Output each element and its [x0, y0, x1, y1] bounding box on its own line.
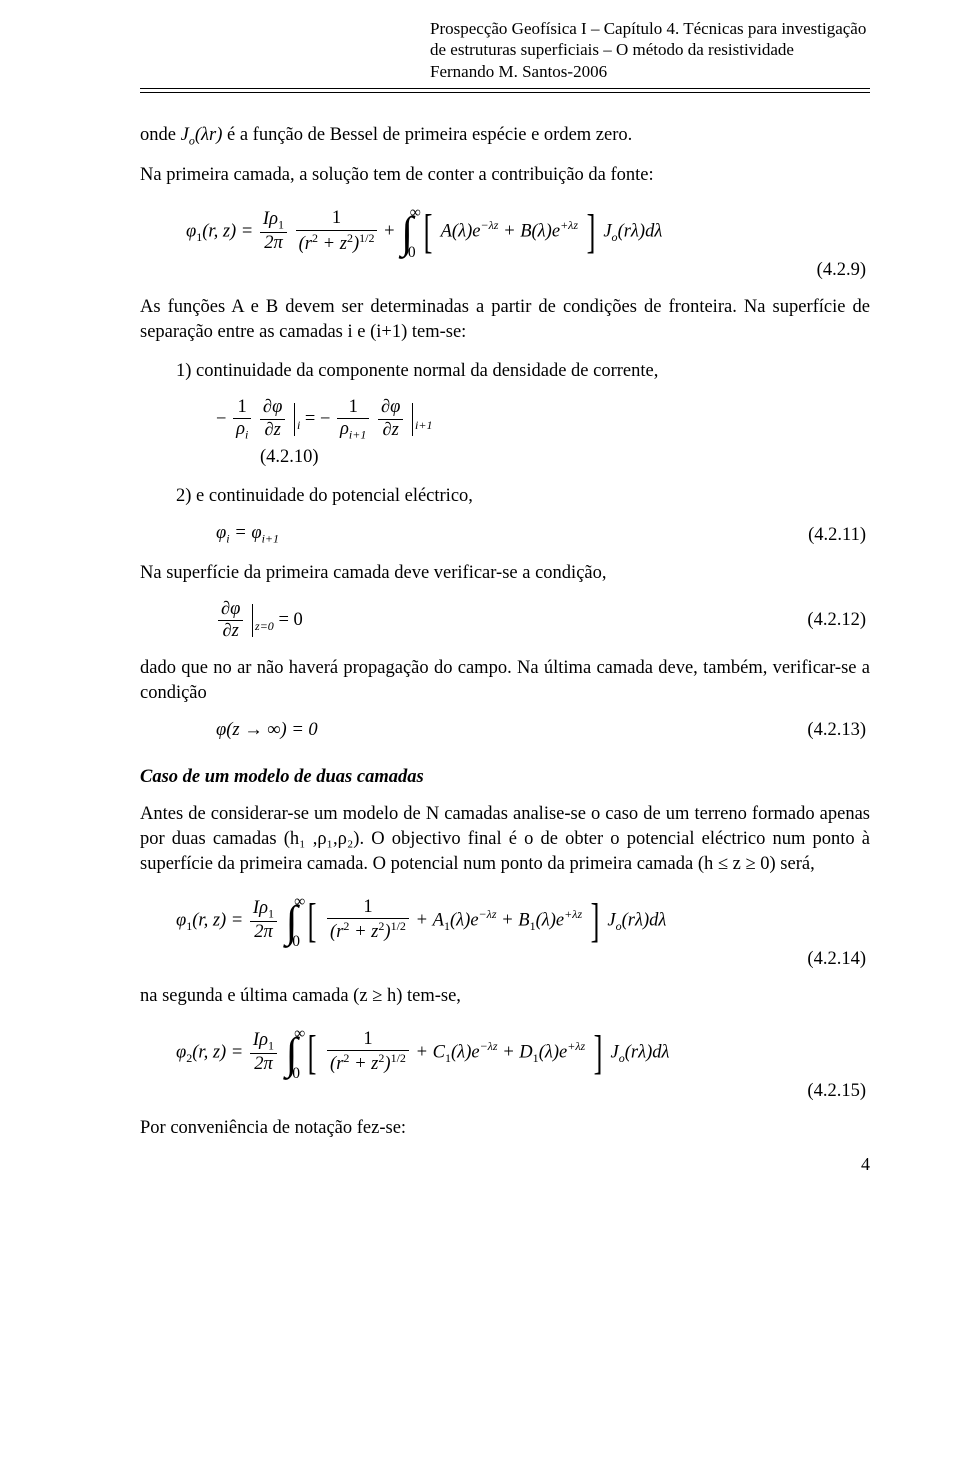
- eq-number-4-2-12: (4.2.12): [807, 610, 870, 631]
- header-line-2: de estruturas superficiais – O método da…: [430, 39, 870, 60]
- eq-number-4-2-11: (4.2.11): [808, 525, 870, 546]
- header-rule-bottom: [140, 92, 870, 93]
- paragraph-6: Na superfície da primeira camada deve ve…: [140, 561, 870, 586]
- equation-4-2-11: φi = φi+1 (4.2.11): [140, 523, 870, 547]
- integral-icon: ∫∞0: [286, 1027, 298, 1079]
- equation-4-2-13: φ(z → ∞) = 0 (4.2.13): [140, 720, 870, 741]
- paragraph-9: na segunda e última camada (z ≥ h) tem-s…: [140, 984, 870, 1009]
- paragraph-2: Na primeira camada, a solução tem de con…: [140, 163, 870, 188]
- eq-number-4-2-10: (4.2.10): [260, 445, 870, 470]
- equation-4-2-9: φ1(r, z) = Iρ12π 1(r2 + z2)1/2 + ∫∞0 [ A…: [140, 206, 870, 258]
- paragraph-10: Por conveniência de notação fez-se:: [140, 1116, 870, 1141]
- section-heading: Caso de um modelo de duas camadas: [140, 767, 870, 788]
- header-line-3: Fernando M. Santos-2006: [430, 61, 870, 82]
- integral-icon: ∫∞0: [286, 895, 298, 947]
- equation-4-2-15: φ2(r, z) = Iρ12π ∫∞0 [ 1(r2 + z2)1/2 + C…: [140, 1027, 870, 1079]
- page-number: 4: [861, 1154, 870, 1175]
- page-header: Prospecção Geofísica I – Capítulo 4. Téc…: [430, 18, 870, 82]
- list-item-1: 1) continuidade da componente normal da …: [176, 359, 870, 384]
- paragraph-7: dado que no ar não haverá propagação do …: [140, 656, 870, 706]
- equation-4-2-10: − 1ρi ∂φ∂z i = − 1ρi+1 ∂φ∂z i+1: [140, 398, 870, 442]
- eq-number-4-2-13: (4.2.13): [807, 720, 870, 741]
- eq-number-4-2-9: (4.2.9): [817, 260, 870, 281]
- integral-icon: ∫∞0: [401, 206, 413, 258]
- paragraph-3: As funções A e B devem ser determinadas …: [140, 295, 870, 345]
- header-rule-top: [140, 88, 870, 89]
- document-page: Prospecção Geofísica I – Capítulo 4. Téc…: [0, 0, 960, 1185]
- paragraph-1: onde Jo(λr) é a função de Bessel de prim…: [140, 123, 870, 149]
- list-item-2: 2) e continuidade do potencial eléctrico…: [176, 484, 870, 509]
- eq-number-4-2-15: (4.2.15): [807, 1081, 870, 1102]
- equation-4-2-14: φ1(r, z) = Iρ12π ∫∞0 [ 1(r2 + z2)1/2 + A…: [140, 895, 870, 947]
- header-line-1: Prospecção Geofísica I – Capítulo 4. Téc…: [430, 18, 870, 39]
- paragraph-8: Antes de considerar-se um modelo de N ca…: [140, 802, 870, 877]
- eq-number-4-2-14: (4.2.14): [807, 949, 870, 970]
- equation-4-2-12: ∂φ∂z z=0 = 0 (4.2.12): [140, 600, 870, 642]
